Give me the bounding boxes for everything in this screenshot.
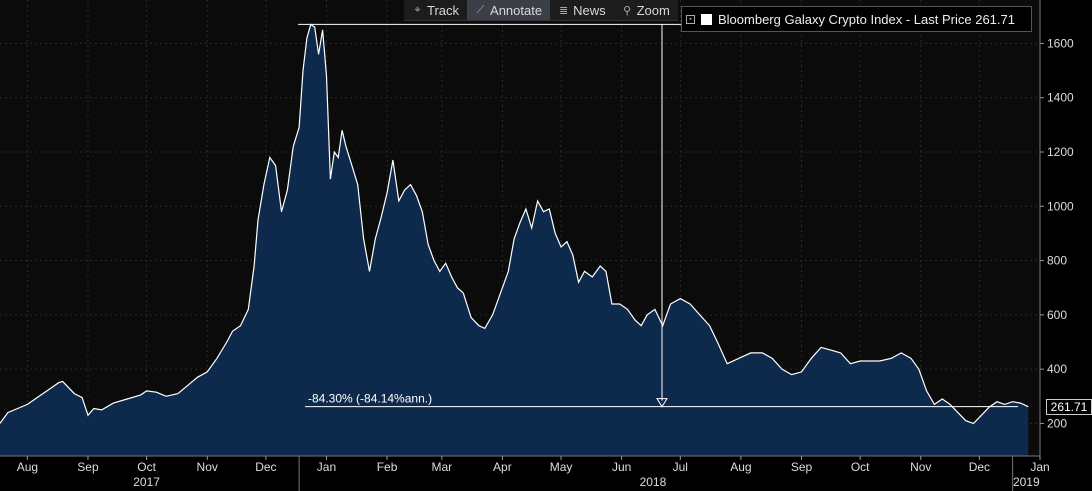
magnifier-icon: ⚲ <box>623 4 632 17</box>
x-tick-label: Aug <box>17 460 38 474</box>
y-tick-label: 1200 <box>1047 145 1074 159</box>
crosshair-icon: ⌖ <box>414 3 421 16</box>
annotation-label: -84.30% (-84.14%ann.) <box>308 392 432 406</box>
news-button[interactable]: ≣ News <box>550 0 614 20</box>
x-tick-label: Jan <box>1030 460 1049 474</box>
x-tick-label: Jul <box>673 460 688 474</box>
legend-swatch <box>701 13 712 25</box>
x-tick-label: Feb <box>377 460 398 474</box>
year-label: 2019 <box>1013 475 1040 489</box>
year-label: 2017 <box>133 475 160 489</box>
annotation-arrow-head <box>656 398 668 408</box>
annotate-label: Annotate <box>490 2 543 18</box>
y-tick-label: 1400 <box>1047 91 1074 105</box>
zoom-label: Zoom <box>636 2 670 18</box>
x-tick-label: Aug <box>730 460 751 474</box>
y-tick-label: 600 <box>1047 308 1067 322</box>
x-tick-label: Apr <box>493 460 512 474</box>
chart-toolbar: ⌖ Track ⟋ Annotate ≣ News ⚲ Zoom <box>404 0 678 21</box>
y-tick-label: 200 <box>1047 416 1067 430</box>
news-icon: ≣ <box>558 4 569 17</box>
legend-toggle-icon[interactable]: ▪ <box>686 14 695 24</box>
x-axis: Aug Sep Oct Nov Dec Jan Feb Mar Apr May Jun Jul Aug S… <box>0 455 1050 491</box>
x-tick-label: Nov <box>910 460 931 474</box>
x-tick-label: Dec <box>255 460 276 474</box>
last-price-tag: 261.71 <box>1046 398 1092 415</box>
legend: ▪ Bloomberg Galaxy Crypto Index - Last P… <box>681 6 1032 32</box>
legend-label: Bloomberg Galaxy Crypto Index - Last Pri… <box>718 11 1015 27</box>
y-tick-label: 1600 <box>1047 36 1074 50</box>
track-label: Track <box>427 2 460 18</box>
year-label: 2018 <box>640 475 667 489</box>
x-tick-label: Oct <box>851 460 870 474</box>
x-tick-label: Oct <box>137 460 156 474</box>
y-tick-label: 400 <box>1047 362 1067 376</box>
y-tick-label: 1000 <box>1047 199 1074 213</box>
x-tick-label: Jun <box>612 460 631 474</box>
y-tick-label: 800 <box>1047 254 1067 268</box>
x-tick-label: Jan <box>317 460 336 474</box>
x-tick-label: Dec <box>969 460 990 474</box>
zoom-button[interactable]: ⚲ Zoom <box>614 0 678 20</box>
x-tick-label: Sep <box>77 460 99 474</box>
track-button[interactable]: ⌖ Track <box>404 0 467 20</box>
news-label: News <box>573 2 606 18</box>
pencil-icon: ⟋ <box>476 3 485 16</box>
price-line <box>0 23 1029 425</box>
x-tick-label: Mar <box>431 460 452 474</box>
x-tick-label: Nov <box>197 460 218 474</box>
y-axis: 200 400 600 800 1000 1200 1400 1600 <box>1039 0 1074 456</box>
x-tick-label: Sep <box>791 460 813 474</box>
x-tick-label: May <box>550 460 573 474</box>
annotate-button[interactable]: ⟋ Annotate <box>467 0 551 20</box>
